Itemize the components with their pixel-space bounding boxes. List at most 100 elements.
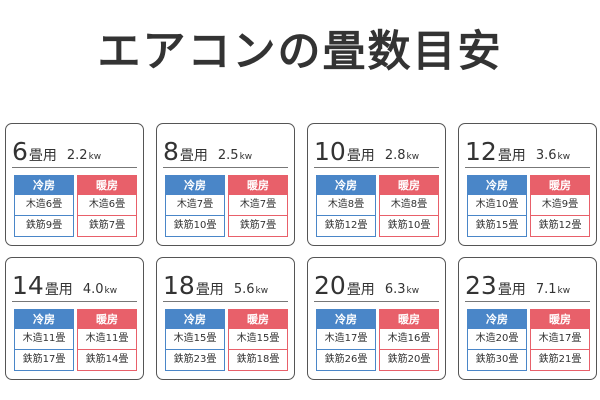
cooling-column: 冷房木造7畳鉄筋10畳 — [165, 175, 225, 237]
heating-rc: 鉄筋18畳 — [229, 349, 287, 370]
page-title: エアコンの畳数目安 — [97, 27, 503, 77]
cooling-label: 冷房 — [15, 176, 73, 195]
tatami-count: 14 — [12, 271, 44, 300]
heating-label: 暖房 — [229, 310, 287, 329]
heating-rc: 鉄筋12畳 — [531, 215, 589, 236]
card-header: 23 畳用 7.1 kw — [465, 268, 590, 302]
tatami-unit: 畳用 — [346, 282, 375, 298]
heating-column: 暖房木造17畳鉄筋21畳 — [530, 309, 590, 371]
cooling-rc: 鉄筋30畳 — [468, 349, 526, 370]
cooling-rc: 鉄筋9畳 — [15, 215, 73, 236]
mode-columns: 冷房木造7畳鉄筋10畳 暖房 木造7畳 鉄筋7畳 — [165, 175, 288, 237]
cooling-rc: 鉄筋23畳 — [166, 349, 224, 370]
heating-label: 暖房 — [78, 310, 136, 329]
heating-label: 暖房 — [380, 310, 438, 329]
cooling-rc: 鉄筋26畳 — [317, 349, 375, 370]
cooling-column: 冷房木造20畳鉄筋30畳 — [467, 309, 527, 371]
tatami-unit: 畳用 — [179, 148, 208, 164]
mode-columns: 冷房 木造10畳 鉄筋15畳 暖房木造9畳鉄筋12畳 — [467, 175, 590, 237]
heating-rc: 鉄筋21畳 — [531, 349, 589, 370]
tatami-unit: 畳用 — [346, 148, 375, 164]
tatami-unit: 畳用 — [497, 282, 526, 298]
mode-columns: 冷房 木造11畳 鉄筋17畳 暖房 木造11畳 鉄筋14畳 — [14, 309, 137, 371]
mode-columns: 冷房 木造20畳 鉄筋30畳 暖房 木造17畳 鉄筋21畳 — [467, 309, 590, 371]
heating-column: 暖房 木造11畳 鉄筋14畳 — [77, 309, 137, 371]
cooling-label: 冷房 — [166, 176, 224, 195]
cooling-wood: 木造20畳 — [475, 333, 519, 344]
mode-columns: 冷房 木造6畳 鉄筋9畳 暖房 木造6畳 鉄筋7畳 — [14, 175, 137, 237]
card-header: 12 畳用 3.6 kw — [465, 134, 590, 168]
heating-rc: 鉄筋7畳 — [78, 215, 136, 236]
tatami-count: 23 — [465, 271, 497, 300]
heating-label: 暖房 — [380, 176, 438, 195]
aircon-card: 10 畳用 2.8 kw 冷房木造8畳鉄筋12畳 暖房木造8畳鉄筋10畳 — [307, 123, 446, 246]
cooling-label: 冷房 — [15, 310, 73, 329]
mode-columns: 冷房 木造15畳 鉄筋23畳 暖房木造15畳鉄筋18畳 — [165, 309, 288, 371]
heating-column: 暖房 木造6畳 鉄筋7畳 — [77, 175, 137, 237]
heating-column: 暖房木造16畳鉄筋20畳 — [379, 309, 439, 371]
card-header: 8 畳用 2.5 kw — [163, 134, 288, 168]
heating-wood: 木造6畳 — [88, 199, 126, 210]
heating-column: 暖房木造15畳鉄筋18畳 — [228, 309, 288, 371]
heating-wood: 木造11畳 — [85, 333, 129, 344]
kw-value: 5.6 — [233, 282, 255, 297]
tatami-unit: 畳用 — [28, 148, 57, 164]
tatami-count: 10 — [314, 137, 346, 166]
mode-columns: 冷房 木造17畳 鉄筋26畳 暖房 木造16畳 鉄筋20畳 — [316, 309, 439, 371]
cooling-column: 冷房 木造11畳 鉄筋17畳 — [14, 309, 74, 371]
heating-wood: 木造17畳 — [538, 333, 582, 344]
tatami-count: 20 — [314, 271, 346, 300]
heating-column: 暖房 木造7畳 鉄筋7畳 — [228, 175, 288, 237]
tatami-unit: 畳用 — [497, 148, 526, 164]
cooling-rc: 鉄筋15畳 — [468, 215, 526, 236]
card-header: 6 畳用 2.2 kw — [12, 134, 137, 168]
aircon-card: 18 畳用 5.6 kw 冷房 木造15畳 鉄筋23畳 暖房 木造15畳 鉄筋18畳 — [156, 257, 295, 380]
heating-wood: 木造9畳 — [541, 199, 579, 210]
kw-value: 6.3 — [384, 282, 406, 297]
cooling-wood: 木造11畳 — [22, 333, 66, 344]
cooling-rc: 鉄筋12畳 — [317, 215, 375, 236]
kw-value: 2.2 — [66, 148, 88, 163]
aircon-card: 20 畳用 6.3 kw 冷房 木造17畳 鉄筋26畳 暖房 木造16畳 鉄筋20畳 — [307, 257, 446, 380]
cooling-column: 冷房木造8畳鉄筋12畳 — [316, 175, 376, 237]
kw-unit: kw — [88, 152, 102, 162]
kw-unit: kw — [557, 152, 571, 162]
cooling-wood: 木造7畳 — [176, 199, 214, 210]
kw-unit: kw — [104, 286, 118, 296]
cooling-label: 冷房 — [317, 176, 375, 195]
card-header: 14 畳用 4.0 kw — [12, 268, 137, 302]
heating-rc: 鉄筋10畳 — [380, 215, 438, 236]
kw-value: 3.6 — [535, 148, 557, 163]
card-header: 20 畳用 6.3 kw — [314, 268, 439, 302]
tatami-count: 8 — [163, 137, 179, 166]
kw-value: 7.1 — [535, 282, 557, 297]
cooling-label: 冷房 — [317, 310, 375, 329]
cooling-label: 冷房 — [468, 310, 526, 329]
heating-rc: 鉄筋20畳 — [380, 349, 438, 370]
heating-label: 暖房 — [531, 310, 589, 329]
tatami-count: 12 — [465, 137, 497, 166]
aircon-card: 12 畳用 3.6 kw 冷房 木造10畳 鉄筋15畳 暖房木造9畳鉄筋12畳 — [458, 123, 597, 246]
mode-columns: 冷房木造8畳鉄筋12畳 暖房木造8畳鉄筋10畳 — [316, 175, 439, 237]
kw-value: 2.5 — [217, 148, 239, 163]
cooling-wood: 木造8畳 — [327, 199, 365, 210]
card-header: 10 畳用 2.8 kw — [314, 134, 439, 168]
cooling-wood: 木造17畳 — [324, 333, 368, 344]
kw-unit: kw — [239, 152, 253, 162]
heating-wood: 木造15畳 — [236, 333, 280, 344]
cooling-label: 冷房 — [468, 176, 526, 195]
heating-label: 暖房 — [531, 176, 589, 195]
kw-value: 4.0 — [82, 282, 104, 297]
cooling-label: 冷房 — [166, 310, 224, 329]
cooling-column: 冷房 木造15畳 鉄筋23畳 — [165, 309, 225, 371]
kw-unit: kw — [406, 152, 420, 162]
cooling-rc: 鉄筋10畳 — [166, 215, 224, 236]
cooling-column: 冷房 木造6畳 鉄筋9畳 — [14, 175, 74, 237]
heating-wood: 木造16畳 — [387, 333, 431, 344]
aircon-card: 6 畳用 2.2 kw 冷房 木造6畳 鉄筋9畳 暖房 木造6畳 鉄筋7畳 — [5, 123, 144, 246]
cooling-column: 冷房木造17畳鉄筋26畳 — [316, 309, 376, 371]
tatami-unit: 畳用 — [195, 282, 224, 298]
aircon-card: 23 畳用 7.1 kw 冷房 木造20畳 鉄筋30畳 暖房 木造17畳 鉄筋21畳 — [458, 257, 597, 380]
cooling-column: 冷房 木造10畳 鉄筋15畳 — [467, 175, 527, 237]
card-header: 18 畳用 5.6 kw — [163, 268, 288, 302]
